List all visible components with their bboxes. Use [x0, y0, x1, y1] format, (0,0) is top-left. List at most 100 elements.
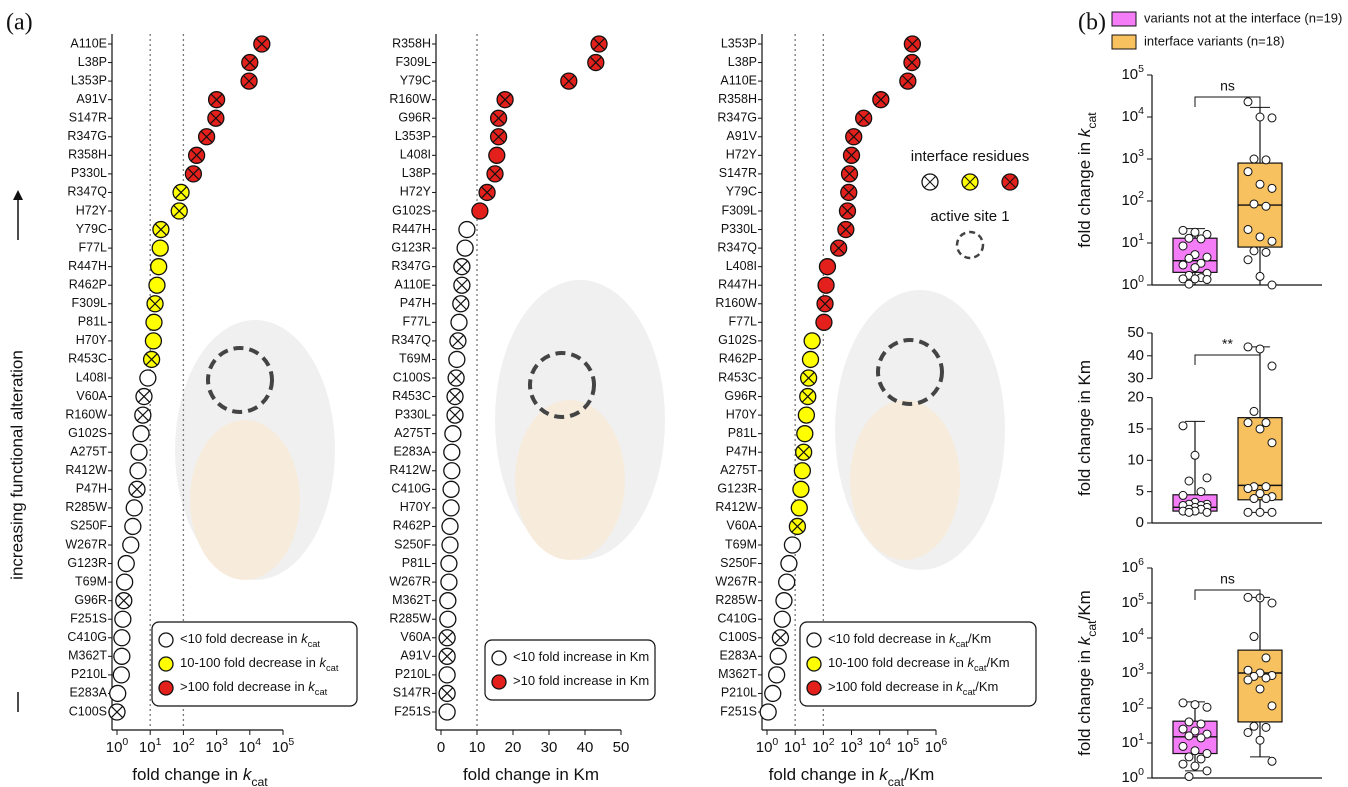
- marker-circle: [438, 666, 456, 684]
- marker-circle: [440, 573, 458, 591]
- tick-base: 10: [897, 739, 914, 756]
- tick-base: 10: [1121, 192, 1138, 209]
- tick-exp: 3: [857, 736, 863, 748]
- box-point: [1261, 673, 1271, 683]
- data-point: [170, 202, 188, 220]
- box-point: [1184, 476, 1194, 486]
- marker-circle: [439, 592, 457, 610]
- marker-cross: [137, 390, 151, 403]
- y-axis-label: fold change in Km: [1075, 360, 1094, 496]
- y-tick-label: 0: [1136, 514, 1144, 531]
- box-point: [1255, 424, 1265, 434]
- data-point: [117, 554, 135, 573]
- box-point: [1255, 684, 1265, 694]
- legend-label: variants not at the interface (n=19): [1144, 10, 1342, 25]
- data-point: [446, 406, 464, 424]
- box-point: [1178, 260, 1188, 270]
- data-point: [815, 313, 833, 331]
- box-point: [1178, 490, 1188, 500]
- legend-box: [151, 621, 358, 707]
- x-tick-label: 104: [239, 736, 262, 756]
- category-label: C100S: [393, 370, 431, 384]
- tick-base: 10: [1121, 664, 1138, 681]
- text-part: /Km: [975, 679, 998, 694]
- category-label: F251S: [720, 704, 757, 718]
- text-part: cat: [315, 687, 328, 697]
- box-point: [1196, 487, 1206, 497]
- box-point: [1243, 484, 1253, 494]
- data-point: [146, 295, 164, 313]
- tick-base: 10: [840, 739, 857, 756]
- box-point: [1261, 722, 1271, 732]
- marker-cross: [488, 167, 502, 180]
- data-point: [817, 276, 835, 294]
- marker-circle: [764, 684, 782, 703]
- text-part: <10 fold decrease in: [828, 631, 949, 646]
- box-point: [1261, 482, 1271, 492]
- category-label: L408I: [726, 259, 757, 273]
- box-point: [1202, 473, 1212, 483]
- category-label: R447H: [718, 278, 757, 292]
- x-tick-label: 101: [139, 736, 162, 756]
- category-label: F77L: [79, 240, 108, 254]
- marker-circle: [817, 276, 835, 294]
- y-tick-label: 40: [1127, 347, 1144, 364]
- data-point: [115, 592, 133, 610]
- y-tick-label: 101: [1121, 731, 1144, 751]
- box-point: [1261, 247, 1271, 257]
- category-label: F309L: [72, 296, 107, 310]
- marker-circle: [458, 220, 476, 239]
- tick-exp: 0: [772, 736, 778, 748]
- marker-circle: [442, 480, 460, 498]
- marker-cross: [492, 112, 505, 125]
- data-point: [113, 647, 131, 665]
- tick-exp: 4: [885, 736, 891, 748]
- marker-cross: [901, 75, 914, 88]
- marker-cross: [455, 260, 468, 273]
- text-part: cat: [251, 775, 268, 787]
- marker-circle: [441, 517, 459, 536]
- box-point: [1184, 253, 1194, 263]
- box-point: [1190, 227, 1200, 237]
- marker-cross: [190, 149, 203, 162]
- category-label: L408I: [400, 148, 431, 162]
- box-point: [1184, 772, 1194, 782]
- category-label: R453C: [718, 370, 757, 384]
- box-point: [1255, 489, 1265, 499]
- text-part: fold change in: [132, 765, 243, 784]
- x-axis-label: fold change in Km: [463, 765, 599, 784]
- y-tick-label: 5: [1136, 483, 1144, 500]
- data-point: [840, 183, 858, 202]
- category-label: A275T: [70, 445, 107, 459]
- marker-circle: [790, 499, 808, 517]
- data-point: [471, 202, 489, 220]
- box-point: [1202, 766, 1212, 776]
- category-label: H72Y: [400, 185, 432, 199]
- y-tick-label: 100: [1121, 273, 1144, 293]
- marker-circle: [793, 462, 812, 480]
- data-point: [134, 406, 152, 424]
- category-label: P330L: [721, 222, 757, 236]
- box-point: [1249, 199, 1259, 209]
- x-tick-label: 103: [205, 736, 228, 756]
- category-label: R447H: [392, 222, 431, 236]
- structure-decor: [175, 280, 1005, 580]
- tick-base: 10: [1121, 234, 1138, 251]
- data-point: [801, 350, 820, 369]
- marker-cross: [449, 390, 462, 403]
- box-point: [1267, 756, 1277, 766]
- x-tick-label: 100: [756, 736, 779, 756]
- tick-exp: 1: [801, 736, 807, 748]
- box-point: [1190, 726, 1200, 736]
- box-point: [1267, 280, 1277, 290]
- legend-label: 10-100 fold decrease in kcat/Km: [828, 655, 1010, 673]
- text-part: /Km: [1075, 590, 1094, 620]
- marker-circle: [122, 536, 140, 554]
- text-part: cat: [308, 639, 321, 649]
- category-label: A110E: [394, 278, 431, 292]
- text-part: /Km: [904, 765, 934, 784]
- category-label: G123R: [67, 556, 107, 570]
- interface-symbol: [1001, 173, 1019, 191]
- category-label: M362T: [68, 649, 107, 663]
- annotation: interface residues: [911, 148, 1029, 165]
